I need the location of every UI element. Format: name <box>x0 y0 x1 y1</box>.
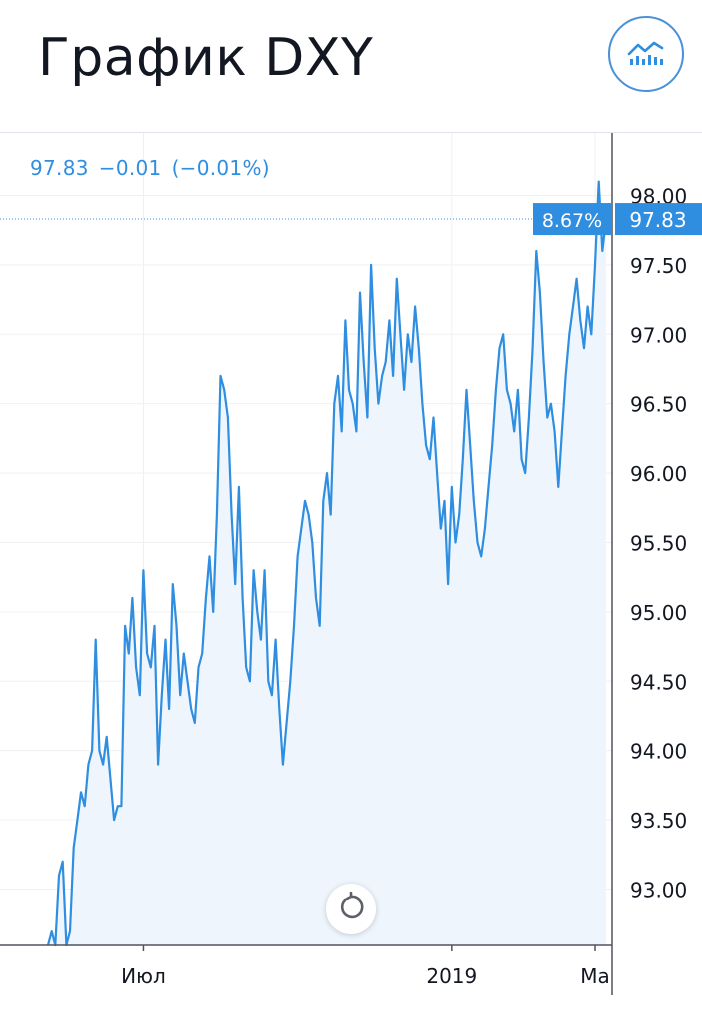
price-badges: 8.67% 97.83 <box>533 203 702 236</box>
y-tick-label: 97.00 <box>630 323 687 347</box>
last-price-badge <box>615 203 702 236</box>
chart-axes <box>0 133 613 995</box>
y-tick-label: 94.50 <box>630 670 687 694</box>
y-axis-labels: 93.00 93.50 94.00 94.50 95.00 95.50 96.00 96.50… <box>630 184 687 902</box>
header-divider <box>0 132 702 133</box>
y-tick-label: 95.00 <box>630 601 687 625</box>
y-tick-label: 96.00 <box>630 462 687 486</box>
x-tick-label: 2019 <box>426 964 477 988</box>
percent-badge <box>533 203 612 236</box>
x-tick-label: Июл <box>121 964 166 988</box>
quote-change: −0.01 <box>98 156 162 180</box>
price-chart[interactable]: 93.00 93.50 94.00 94.50 95.00 95.50 96.00 96.50… <box>0 133 702 1024</box>
percent-badge-label: 8.67% <box>542 210 602 232</box>
y-tick-label: 96.50 <box>630 393 687 417</box>
reset-icon <box>336 891 366 926</box>
x-tick-label: Ма <box>580 964 610 988</box>
price-line <box>46 180 608 947</box>
page-title: График DXY <box>38 28 374 88</box>
chart-type-button[interactable] <box>608 16 684 92</box>
line-chart-icon <box>626 37 666 71</box>
y-tick-label: 93.50 <box>630 809 687 833</box>
quote-price: 97.83 <box>30 156 89 180</box>
price-area <box>48 181 606 946</box>
y-tick-label: 94.00 <box>630 740 687 764</box>
quote-change-percent: (−0.01%) <box>171 156 270 180</box>
y-tick-label: 97.50 <box>630 254 687 278</box>
reset-chart-button[interactable] <box>326 884 376 934</box>
y-tick-label: 93.00 <box>630 878 687 902</box>
last-price-badge-label: 97.83 <box>629 208 686 232</box>
y-tick-label: 95.50 <box>630 531 687 555</box>
x-axis-labels: Июл 2019 Ма <box>121 945 610 988</box>
quote-line: 97.83 −0.01 (−0.01%) <box>30 156 280 180</box>
